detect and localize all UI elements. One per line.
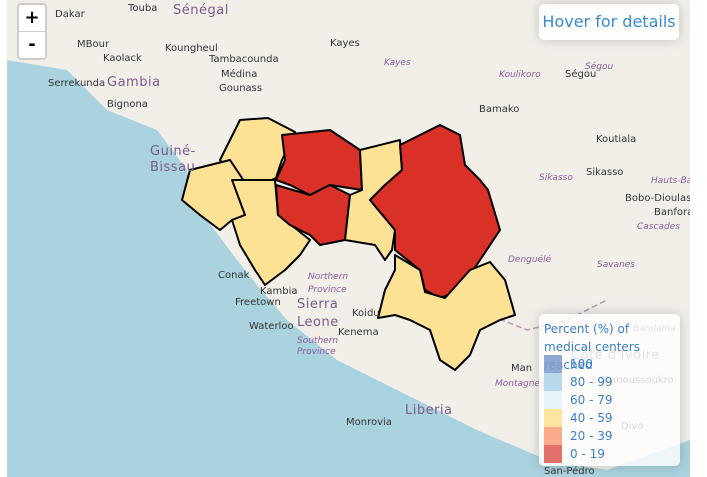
zoom-in[interactable]: +	[24, 7, 40, 28]
place-label: Bignona	[107, 99, 148, 110]
place-label: Tambacounda	[208, 54, 279, 65]
place-label: Koungheul	[165, 43, 218, 54]
place-label: Sierra	[297, 297, 338, 312]
info-box: Hover for details	[539, 4, 679, 40]
place-label: Northern	[308, 272, 348, 282]
legend-swatch	[544, 409, 562, 427]
place-label: Ségou	[585, 61, 613, 72]
place-label: Monrovia	[346, 417, 392, 428]
place-label: Bobo-Dioulasso	[625, 193, 690, 204]
legend-swatch	[544, 373, 562, 391]
place-label: Freetown	[235, 297, 281, 308]
region[interactable]	[275, 184, 351, 246]
legend-label: 20 - 39	[570, 429, 613, 443]
place-label: Gambia	[107, 75, 161, 90]
zoom-out[interactable]: -	[19, 31, 45, 58]
place-label: Denguélé	[508, 254, 552, 265]
place-label: Guiné-	[150, 144, 196, 159]
place-label: Sikasso	[586, 167, 623, 178]
place-label: Serrekunda	[48, 78, 105, 89]
legend-title: Percent (%) of medical centers reached	[544, 322, 640, 372]
place-label: Cascades	[637, 222, 680, 232]
place-label: Kenema	[338, 327, 379, 338]
place-label: San-Pédro	[544, 465, 595, 477]
place-label: MBour	[77, 39, 110, 50]
map-canvas: Dakar Touba Sénégal Kayes MBour Koungheul Kaol…	[7, 0, 690, 477]
place-label: Kaolack	[103, 53, 142, 64]
place-label: Koidu	[352, 308, 380, 319]
place-label: Touba	[127, 3, 157, 14]
place-label: Province	[297, 347, 336, 357]
place-labels: Dakar Touba Sénégal Kayes MBour Koungheul Kaol…	[48, 3, 690, 477]
place-label: Koulikoro	[499, 70, 541, 80]
sea	[7, 60, 690, 477]
place-label: Dakar	[55, 9, 86, 20]
place-label: Banfora	[654, 207, 690, 218]
legend-swatch	[544, 391, 562, 409]
place-label: Ségou	[565, 68, 596, 80]
legend-label: 100	[570, 357, 593, 371]
place-label: Médina	[221, 68, 257, 80]
place-label: Kayes	[330, 38, 360, 49]
place-label: Southern	[297, 336, 338, 346]
place-label: Sénégal	[173, 3, 229, 18]
legend-swatch	[544, 427, 562, 445]
map[interactable]: Dakar Touba Sénégal Kayes MBour Koungheul Kaol…	[7, 0, 690, 477]
legend-label: 0 - 19	[570, 447, 605, 461]
place-label: Waterloo	[249, 321, 294, 332]
place-label: Koutiala	[596, 134, 636, 145]
region[interactable]	[377, 254, 516, 371]
legend: Percent (%) of medical centers reached 1…	[539, 314, 680, 466]
place-label: Bissau	[150, 160, 195, 175]
place-label: Bamako	[479, 104, 519, 115]
place-label: Hauts-Bas	[651, 176, 690, 186]
place-label: Kayes	[384, 58, 411, 68]
place-label: Sikasso	[539, 173, 573, 183]
place-label: Kambia	[260, 286, 298, 297]
place-label: Montagnes	[495, 379, 545, 389]
place-label: Province	[308, 285, 347, 295]
legend-label: 60 - 79	[570, 393, 613, 407]
place-label: Leone	[297, 315, 339, 330]
place-label: Savanes	[597, 260, 635, 270]
legend-swatch	[544, 355, 562, 373]
place-label: Man	[511, 363, 532, 374]
place-label: Gounass	[219, 83, 262, 94]
legend-label: 80 - 99	[570, 375, 613, 389]
place-label: Conak	[218, 270, 250, 281]
legend-label: 40 - 59	[570, 411, 613, 425]
zoom-control: + -	[17, 3, 47, 60]
regions	[181, 117, 516, 371]
place-label: Liberia	[405, 403, 453, 418]
legend-swatch	[544, 445, 562, 463]
